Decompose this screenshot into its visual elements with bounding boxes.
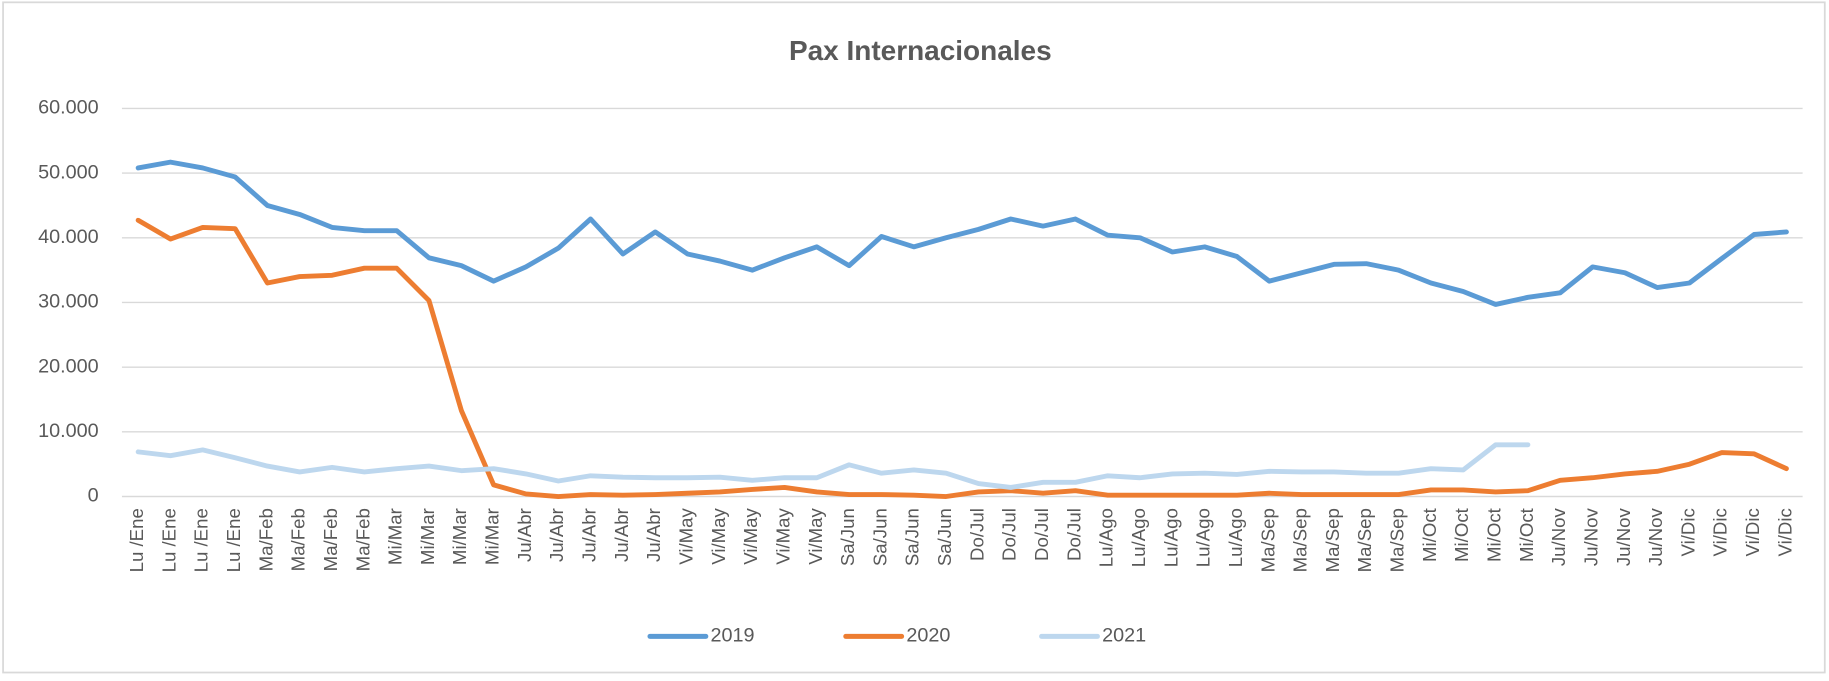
x-tick-label: Vi/May — [740, 507, 761, 564]
legend-label: 2019 — [711, 625, 755, 647]
x-tick-label: Mi/Oct — [1516, 507, 1537, 562]
x-tick-label: Vi/May — [772, 507, 793, 564]
x-tick-label: Mi/Mar — [385, 508, 406, 565]
x-tick-label: Lu/Ago — [1225, 508, 1246, 567]
x-tick-label: Ju/Abr — [514, 508, 535, 562]
x-tick-label: Ma/Feb — [320, 508, 341, 571]
y-tick-label: 0 — [88, 485, 99, 507]
x-tick-label: Ma/Sep — [1322, 508, 1343, 572]
x-tick-label: Lu /Ene — [223, 508, 244, 572]
x-tick-label: Vi/Dic — [1710, 508, 1731, 556]
x-tick-label: Lu/Ago — [1096, 508, 1117, 567]
x-tick-label: Ju/Nov — [1580, 507, 1601, 566]
x-tick-label: Ma/Feb — [255, 508, 276, 571]
x-tick-label: Mi/Oct — [1419, 507, 1440, 562]
x-tick-label: Sa/Jun — [837, 508, 858, 566]
chart-title: Pax Internacionales — [789, 35, 1052, 66]
x-tick-label: Lu/Ago — [1160, 508, 1181, 567]
y-tick-label: 30.000 — [38, 291, 99, 313]
x-tick-label: Vi/May — [708, 507, 729, 564]
x-tick-label: Ju/Abr — [643, 508, 664, 562]
x-tick-label: Ju/Nov — [1548, 507, 1569, 566]
series-line — [135, 159, 1789, 307]
x-tick-label: Ma/Feb — [352, 508, 373, 571]
x-tick-label: Ma/Sep — [1354, 508, 1375, 572]
y-tick-label: 40.000 — [38, 226, 99, 248]
y-tick-label: 60.000 — [38, 97, 99, 119]
x-tick-label: Do/Jul — [1063, 508, 1084, 561]
x-tick-label: Vi/May — [675, 507, 696, 564]
x-tick-label: Mi/Mar — [482, 508, 503, 565]
x-tick-label: Sa/Jun — [934, 508, 955, 566]
x-tick-label: Do/Jul — [966, 508, 987, 561]
legend-label: 2021 — [1102, 625, 1146, 647]
x-tick-label: Ju/Nov — [1613, 507, 1634, 566]
x-tick-label: Do/Jul — [1031, 508, 1052, 561]
x-tick-label: Ma/Sep — [1257, 508, 1278, 572]
x-tick-label: Mi/Mar — [417, 508, 438, 565]
x-tick-label: Vi/Dic — [1742, 508, 1763, 556]
series-line — [135, 217, 1789, 499]
x-tick-label: Lu /Ene — [191, 508, 212, 572]
x-tick-label: Vi/Dic — [1774, 508, 1795, 556]
x-tick-label: Ju/Abr — [546, 508, 567, 562]
y-tick-label: 20.000 — [38, 355, 99, 377]
x-tick-label: Ma/Feb — [288, 508, 309, 571]
x-tick-label: Ma/Sep — [1387, 508, 1408, 572]
x-tick-label: Sa/Jun — [902, 508, 923, 566]
x-tick-label: Mi/Oct — [1451, 507, 1472, 562]
x-tick-label: Lu/Ago — [1128, 508, 1149, 567]
x-tick-label: Mi/Oct — [1483, 507, 1504, 562]
x-tick-label: Ma/Sep — [1290, 508, 1311, 572]
x-tick-label: Ju/Nov — [1645, 507, 1666, 566]
x-tick-label: Vi/May — [805, 507, 826, 564]
x-tick-label: Lu/Ago — [1193, 508, 1214, 567]
x-tick-label: Vi/Dic — [1677, 508, 1698, 556]
series-line — [135, 442, 1531, 490]
y-tick-label: 10.000 — [38, 420, 99, 442]
x-tick-label: Ju/Abr — [611, 508, 632, 562]
x-tick-label: Mi/Mar — [449, 508, 470, 565]
x-tick-label: Lu /Ene — [158, 508, 179, 572]
legend-label: 2020 — [906, 625, 950, 647]
x-tick-label: Lu /Ene — [126, 508, 147, 572]
x-tick-label: Sa/Jun — [869, 508, 890, 566]
y-tick-label: 50.000 — [38, 161, 99, 183]
x-tick-label: Ju/Abr — [579, 508, 600, 562]
x-tick-label: Do/Jul — [999, 508, 1020, 561]
